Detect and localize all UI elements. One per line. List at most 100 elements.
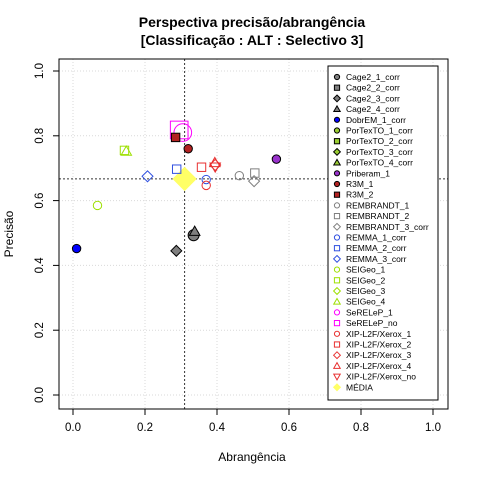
legend-marker — [333, 170, 341, 177]
legend-label: SEIGeo_4 — [346, 297, 385, 307]
legend-label: PorTexTO_3_corr — [346, 147, 413, 157]
y-tick-label: 0.2 — [34, 322, 46, 338]
data-point — [247, 174, 261, 188]
legend-marker — [332, 297, 342, 305]
legend-marker — [332, 254, 342, 263]
y-tick-label: 1.0 — [34, 63, 46, 79]
legend-marker — [333, 191, 341, 198]
legend-marker — [333, 341, 341, 348]
y-tick-label: 0.6 — [34, 193, 46, 209]
legend-label: XIP-L2F/Xerox_no — [346, 372, 416, 382]
legend-label: R3M_2 — [346, 190, 374, 200]
y-axis-ticks: 0.0 0.2 0.4 0.6 0.8 1.0 — [34, 63, 59, 403]
legend-marker — [332, 94, 342, 103]
legend-marker — [333, 277, 341, 284]
legend-label: XIP-L2F/Xerox_1 — [346, 329, 411, 339]
legend-marker — [332, 147, 342, 156]
legend-label: REMMA_1_corr — [346, 233, 407, 243]
legend-label: R3M_1 — [346, 179, 374, 189]
legend-marker — [333, 213, 341, 220]
data-point — [71, 243, 82, 254]
legend-label: Cage2_3_corr — [346, 93, 400, 103]
legend-marker — [333, 266, 341, 273]
legend-marker — [332, 158, 342, 166]
y-tick-label: 0.4 — [34, 257, 46, 274]
legend-marker — [333, 245, 341, 252]
legend-label: REMMA_2_corr — [346, 243, 407, 253]
data-point — [92, 200, 103, 211]
legend-marker — [333, 84, 341, 91]
legend-marker — [332, 222, 342, 231]
data-point — [120, 145, 133, 156]
legend-label: XIP-L2F/Xerox_2 — [346, 340, 411, 350]
data-point — [209, 162, 222, 174]
legend-label: Cage2_4_corr — [346, 104, 400, 114]
legend-label: PorTexTO_1_corr — [346, 126, 413, 136]
legend-label: DobrEM_1_corr — [346, 115, 406, 125]
legend-marker — [332, 361, 342, 369]
legend-label: SEIGeo_2 — [346, 275, 385, 285]
legend-marker — [333, 73, 341, 81]
legend-label: Cage2_2_corr — [346, 83, 400, 93]
legend-label: Priberam_1 — [346, 168, 390, 178]
data-point — [170, 132, 181, 143]
data-point — [170, 244, 183, 257]
legend-label: SEIGeo_1 — [346, 265, 385, 275]
legend-marker — [333, 138, 341, 145]
data-points — [71, 120, 282, 257]
data-point — [234, 170, 245, 181]
legend-marker — [332, 373, 342, 381]
legend-label: PorTexTO_2_corr — [346, 136, 413, 146]
legend: Cage2_1_corrCage2_2_corrCage2_3_corrCage… — [327, 65, 439, 401]
legend-marker — [333, 127, 341, 134]
legend-label: REMBRANDT_1 — [346, 200, 410, 210]
legend-marker — [332, 104, 342, 113]
y-tick-label: 0.0 — [34, 387, 46, 403]
legend-marker — [333, 116, 341, 123]
legend-label: MÉDIA — [346, 382, 373, 392]
legend-marker — [332, 286, 342, 296]
data-point — [201, 180, 211, 191]
data-point — [250, 168, 260, 178]
x-tick-label: 0.2 — [137, 422, 153, 434]
data-point — [172, 166, 197, 192]
data-point — [201, 174, 211, 185]
data-point — [208, 156, 221, 168]
legend-label: SEIGeo_3 — [346, 286, 385, 296]
x-axis-ticks: 0.0 0.2 0.4 0.6 0.8 1.0 — [65, 409, 441, 434]
legend-label: REMBRANDT_3_corr — [346, 222, 429, 232]
data-point — [188, 225, 201, 236]
legend-marker — [333, 320, 341, 327]
data-point — [171, 164, 182, 174]
legend-marker — [333, 309, 341, 316]
x-tick-label: 0.0 — [65, 422, 81, 434]
x-tick-label: 0.4 — [209, 422, 226, 434]
y-tick-label: 0.8 — [34, 128, 46, 144]
legend-marker — [333, 234, 341, 241]
data-point — [183, 144, 193, 154]
chart-title: Perspectiva precisão/abrangência — [139, 14, 366, 30]
legend-marker — [332, 383, 342, 392]
legend-label: SeRELeP_1 — [346, 307, 393, 317]
x-tick-label: 0.8 — [353, 422, 369, 434]
x-axis-label: Abrangência — [218, 450, 286, 464]
legend-marker — [333, 180, 341, 188]
data-point — [271, 154, 282, 164]
legend-box — [327, 65, 439, 401]
legend-marker — [333, 202, 341, 209]
legend-marker — [332, 351, 342, 360]
x-tick-label: 1.0 — [425, 422, 441, 434]
plot-frame — [58, 58, 449, 410]
legend-label: REMBRANDT_2 — [346, 211, 410, 221]
y-axis-label: Precisão — [2, 210, 16, 257]
legend-label: Cage2_1_corr — [346, 72, 400, 82]
data-point — [173, 123, 193, 142]
legend-label: SeRELeP_no — [346, 318, 398, 328]
legend-marker — [333, 330, 341, 337]
legend-label: REMMA_3_corr — [346, 254, 407, 264]
data-point — [141, 170, 154, 183]
legend-label: PorTexTO_4_corr — [346, 158, 413, 168]
x-tick-label: 0.6 — [281, 422, 297, 434]
chart-subtitle: [Classificação : ALT : Selectivo 3] — [141, 32, 364, 48]
